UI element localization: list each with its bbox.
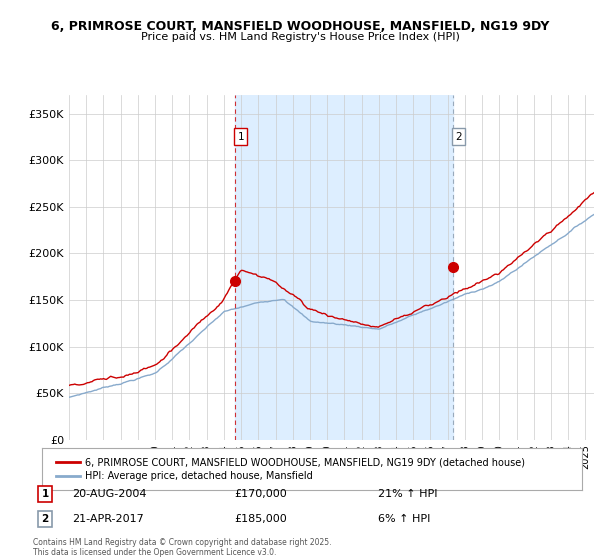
Text: £170,000: £170,000 <box>234 489 287 499</box>
Bar <box>235 95 453 440</box>
Legend: 6, PRIMROSE COURT, MANSFIELD WOODHOUSE, MANSFIELD, NG19 9DY (detached house), HP: 6, PRIMROSE COURT, MANSFIELD WOODHOUSE, … <box>52 453 529 485</box>
Text: 2: 2 <box>41 514 49 524</box>
Text: 20-AUG-2004: 20-AUG-2004 <box>72 489 146 499</box>
Text: Price paid vs. HM Land Registry's House Price Index (HPI): Price paid vs. HM Land Registry's House … <box>140 32 460 42</box>
Text: 6, PRIMROSE COURT, MANSFIELD WOODHOUSE, MANSFIELD, NG19 9DY: 6, PRIMROSE COURT, MANSFIELD WOODHOUSE, … <box>51 20 549 32</box>
Text: 21-APR-2017: 21-APR-2017 <box>72 514 144 524</box>
Text: 6% ↑ HPI: 6% ↑ HPI <box>378 514 430 524</box>
Text: 1: 1 <box>41 489 49 499</box>
Text: 2: 2 <box>455 132 462 142</box>
Text: Contains HM Land Registry data © Crown copyright and database right 2025.
This d: Contains HM Land Registry data © Crown c… <box>33 538 331 557</box>
Text: £185,000: £185,000 <box>234 514 287 524</box>
Text: 1: 1 <box>238 132 244 142</box>
Text: 21% ↑ HPI: 21% ↑ HPI <box>378 489 437 499</box>
